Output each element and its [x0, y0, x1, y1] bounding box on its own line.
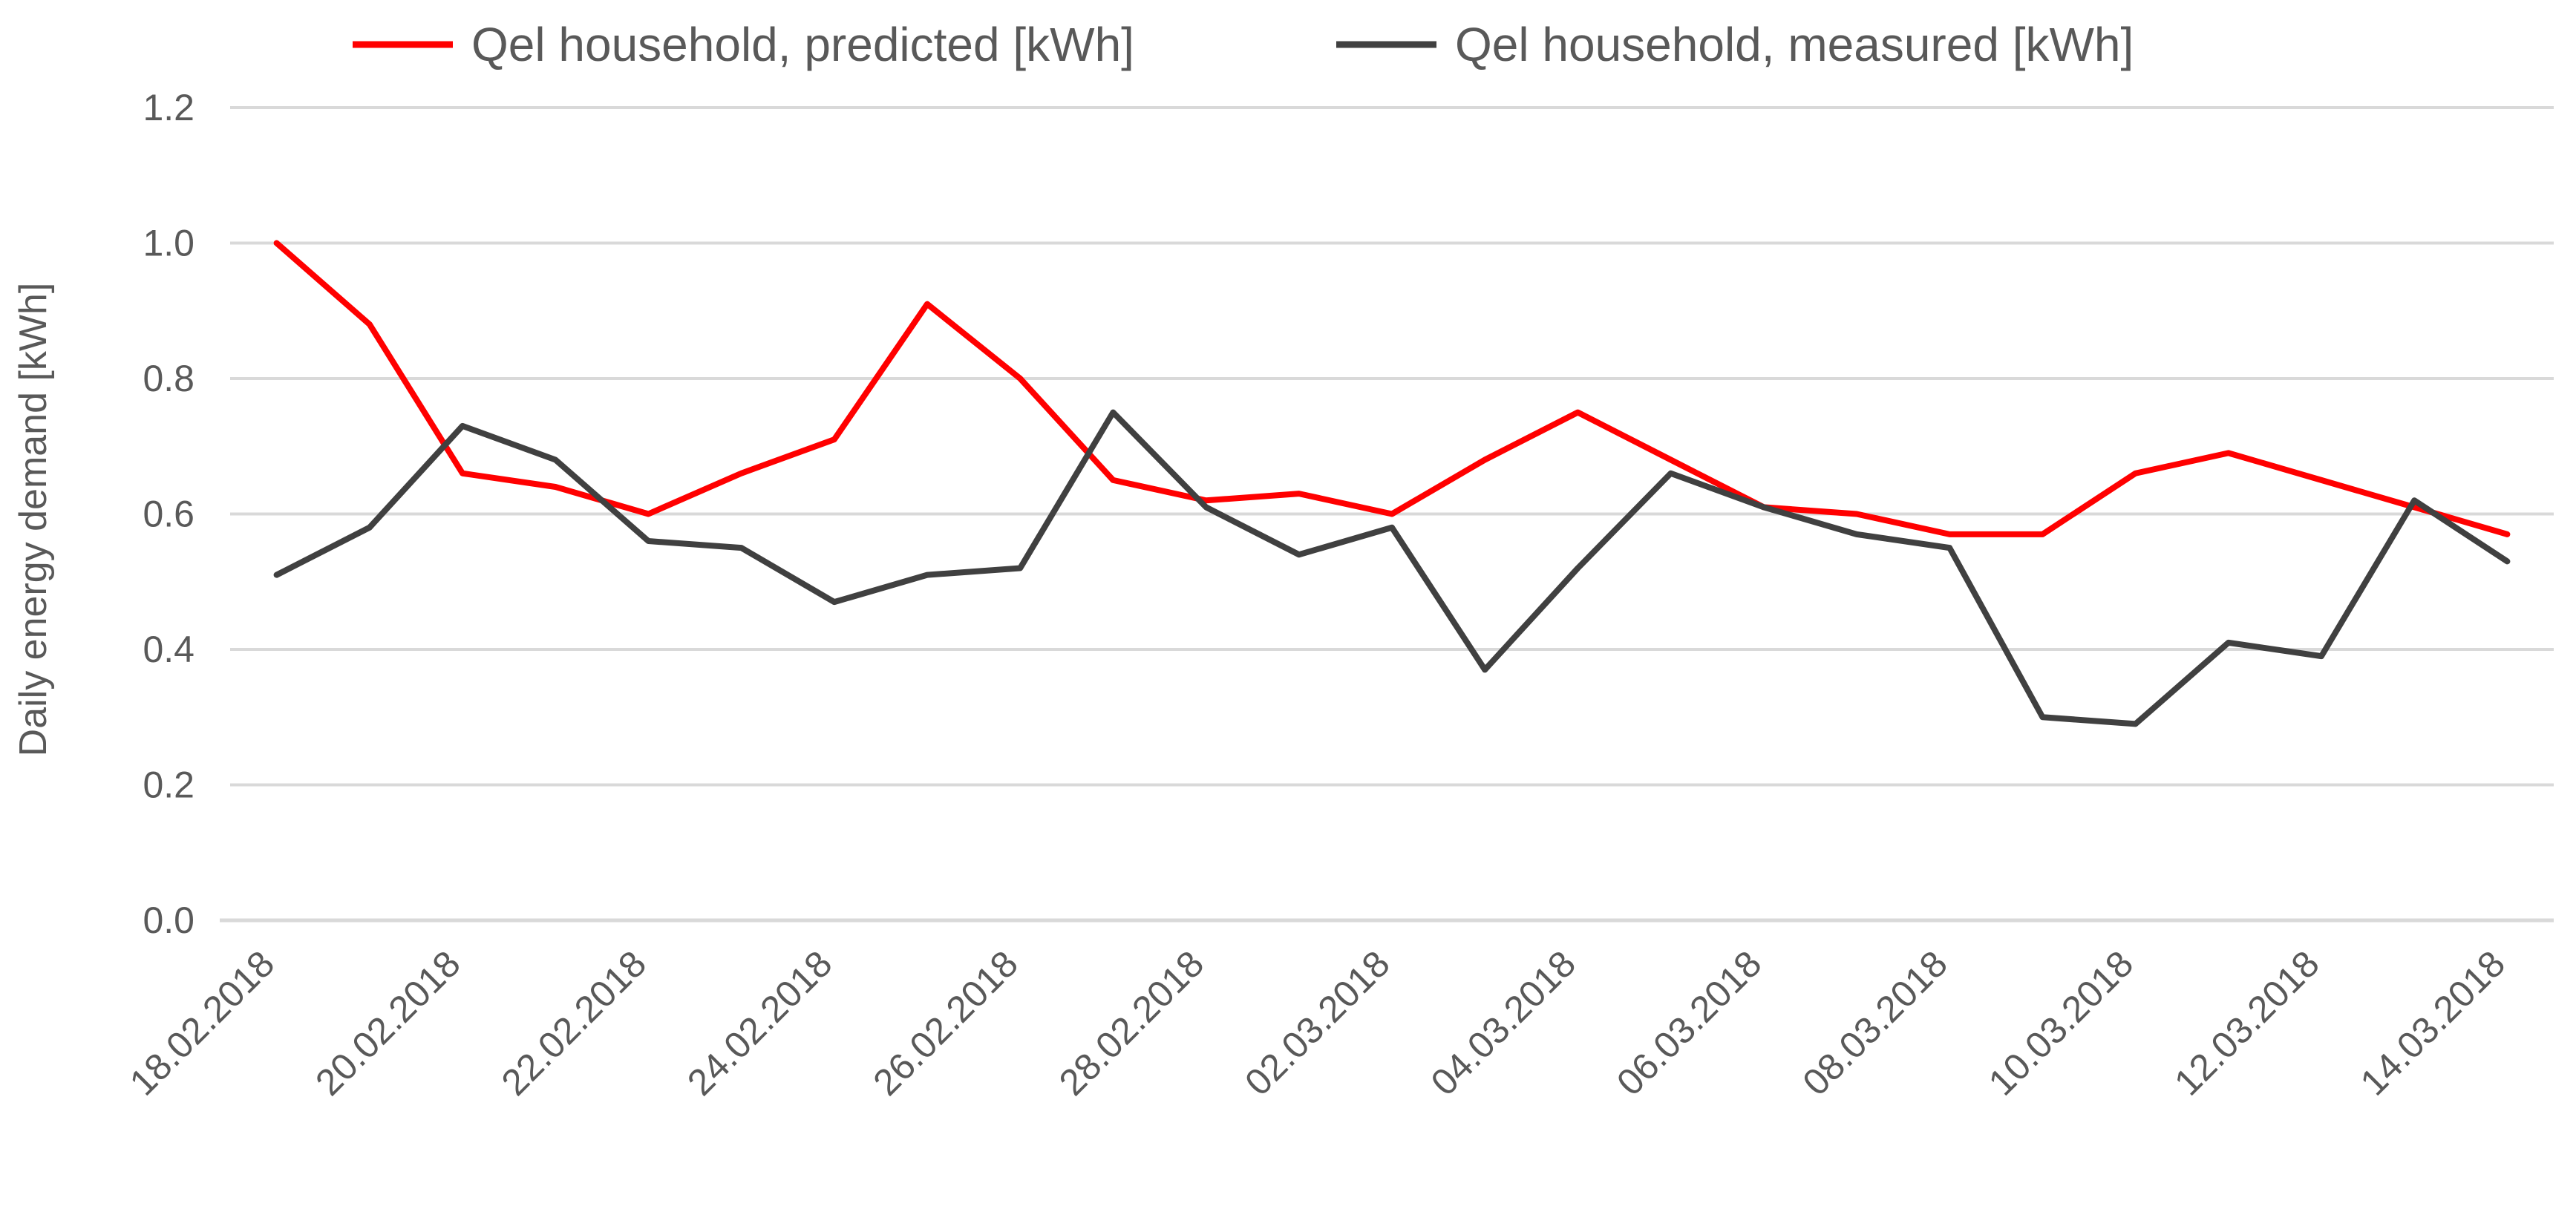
legend: Qel household, predicted [kWh] Qel house…: [353, 18, 2134, 71]
legend-item-measured: Qel household, measured [kWh]: [1336, 18, 2134, 71]
y-tick-labels: 0.0 0.2 0.4 0.6 0.8 1.0 1.2: [143, 87, 194, 941]
x-tick-label: 24.02.2018: [679, 943, 840, 1104]
legend-item-predicted: Qel household, predicted [kWh]: [353, 18, 1134, 71]
y-axis-title: Daily energy demand [kWh]: [12, 283, 55, 757]
x-tick-label: 14.03.2018: [2353, 943, 2514, 1104]
x-tick-label: 10.03.2018: [1981, 943, 2142, 1104]
x-tick-label: 20.02.2018: [307, 943, 468, 1104]
y-tick-label: 0.8: [143, 358, 194, 399]
x-tick-label: 28.02.2018: [1051, 943, 1212, 1104]
y-tick-label: 1.0: [143, 223, 194, 264]
gridlines: [230, 106, 2554, 787]
y-tick-label: 0.0: [143, 900, 194, 941]
x-tick-label: 12.03.2018: [2166, 943, 2327, 1104]
x-tick-label: 22.02.2018: [494, 943, 655, 1104]
x-tick-labels: 18.02.2018 20.02.2018 22.02.2018 24.02.2018…: [122, 943, 2513, 1104]
x-tick-label: 04.03.2018: [1423, 943, 1584, 1104]
y-tick-label: 0.2: [143, 764, 194, 806]
x-tick-label: 08.03.2018: [1794, 943, 1955, 1104]
y-tick-label: 1.2: [143, 87, 194, 128]
x-tick-label: 26.02.2018: [865, 943, 1026, 1104]
y-tick-label: 0.4: [143, 629, 194, 670]
predicted-series-line: [273, 240, 2511, 537]
y-tick-label: 0.6: [143, 494, 194, 535]
measured-series-line: [273, 409, 2511, 727]
legend-label-measured: Qel household, measured [kWh]: [1455, 18, 2134, 71]
x-tick-label: 18.02.2018: [122, 943, 283, 1104]
legend-label-predicted: Qel household, predicted [kWh]: [471, 18, 1134, 71]
x-tick-label: 02.03.2018: [1237, 943, 1398, 1104]
x-tick-label: 06.03.2018: [1609, 943, 1770, 1104]
